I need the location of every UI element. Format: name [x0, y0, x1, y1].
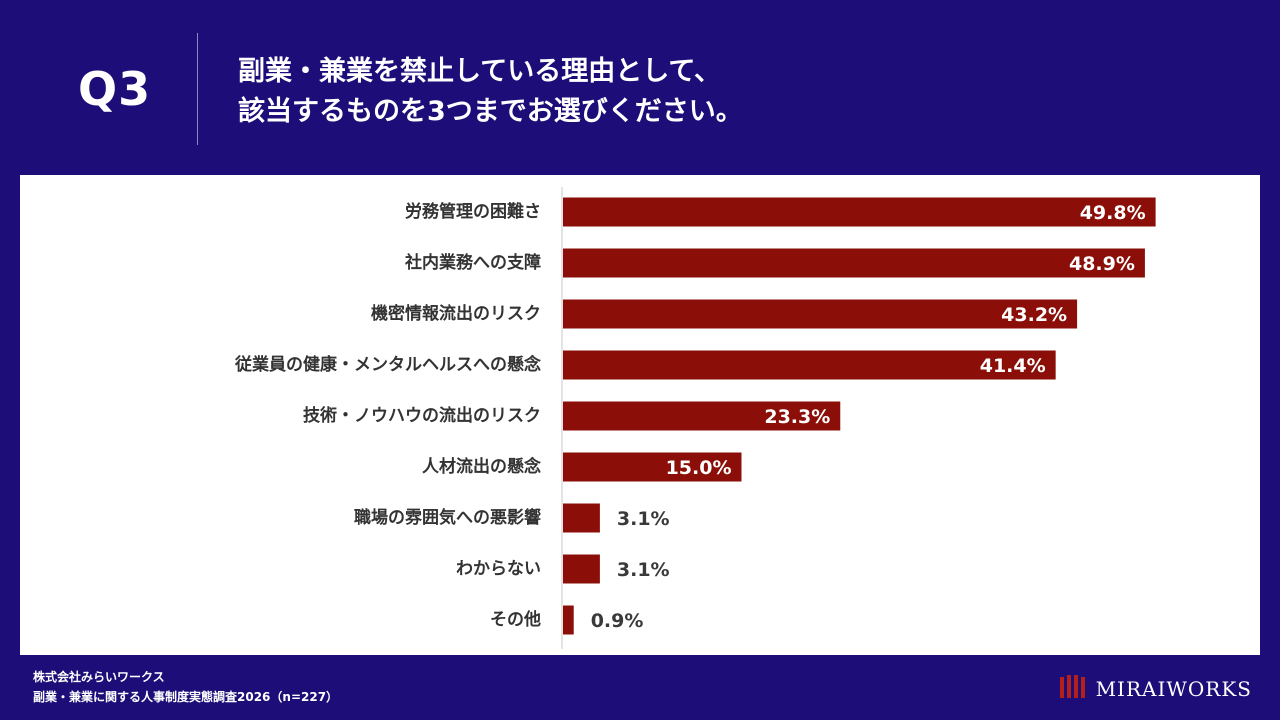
value-label: 48.9% — [1069, 253, 1135, 275]
category-label: 労務管理の困難さ — [405, 201, 541, 222]
value-label: 3.1% — [617, 559, 670, 581]
value-label: 15.0% — [666, 457, 732, 479]
bar — [563, 452, 742, 482]
bars-logo-icon — [1058, 674, 1088, 704]
category-label: その他 — [490, 609, 541, 630]
bar — [563, 605, 574, 635]
bar — [563, 299, 1078, 329]
question-line-2: 該当するものを3つまでお選びください。 — [238, 96, 743, 127]
category-label: わからない — [456, 559, 541, 579]
value-label: 41.4% — [980, 355, 1046, 377]
value-label: 43.2% — [1001, 304, 1067, 326]
header-divider — [197, 33, 198, 145]
value-label: 49.8% — [1080, 202, 1146, 224]
bar — [563, 503, 600, 533]
value-label: 3.1% — [617, 508, 670, 530]
brand-name: MIRAIWORKS — [1095, 677, 1252, 701]
footer-company: 株式会社みらいワークス — [33, 670, 165, 684]
bar — [563, 350, 1056, 380]
category-label: 職場の雰囲気への悪影響 — [354, 507, 541, 528]
category-label: 技術・ノウハウの流出のリスク — [303, 405, 541, 426]
category-label: 人材流出の懸念 — [422, 456, 541, 477]
category-label: 社内業務への支障 — [404, 252, 541, 273]
bar — [563, 554, 600, 584]
category-label: 機密情報流出のリスク — [371, 303, 541, 324]
brand-logo: MIRAIWORKS — [1058, 674, 1252, 704]
question-number: Q3 — [78, 62, 152, 116]
bar — [563, 197, 1156, 227]
chart-panel: 労務管理の困難さ 49.8% 社内業務への支障 48.9% 機密情報流出のリスク 43.2… — [20, 175, 1260, 655]
footer-survey: 副業・兼業に関する人事制度実態調査2026（n=227） — [33, 690, 339, 704]
bar — [563, 401, 841, 431]
category-label: 従業員の健康・メンタルヘルスへの懸念 — [234, 354, 541, 375]
value-label: 0.9% — [591, 610, 644, 632]
bar — [563, 248, 1145, 278]
question-line-1: 副業・兼業を禁止している理由として、 — [238, 56, 722, 87]
bar-chart: 労務管理の困難さ 49.8% 社内業務への支障 48.9% 機密情報流出のリスク 43.2… — [234, 187, 1156, 649]
value-label: 23.3% — [764, 406, 830, 428]
question-text: 副業・兼業を禁止している理由として、 該当するものを3つまでお選びください。 — [238, 52, 743, 132]
